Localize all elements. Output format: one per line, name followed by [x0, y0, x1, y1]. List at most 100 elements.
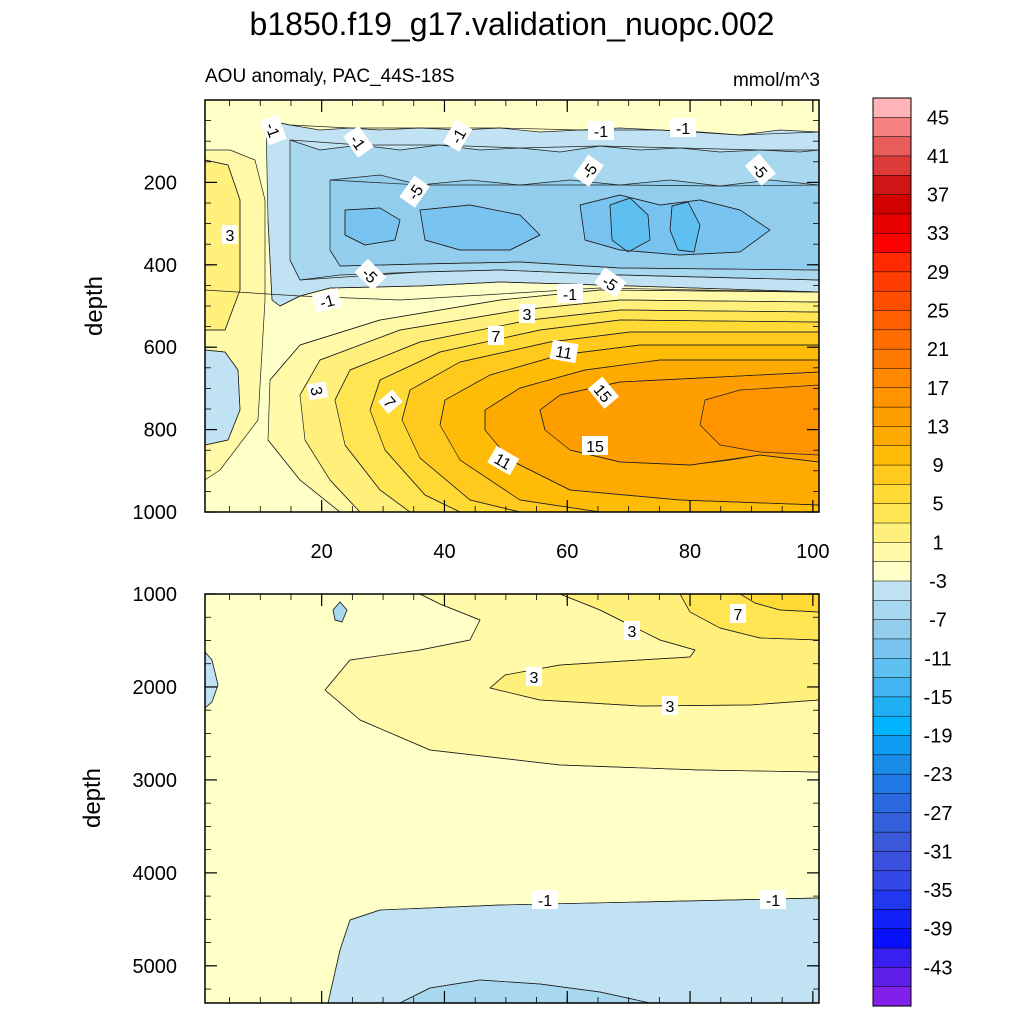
upper-contour-line: [419, 204, 541, 251]
contour-label: 3: [519, 304, 535, 324]
y-tick-label: 1000: [133, 584, 178, 606]
x-tick-label: 20: [311, 541, 333, 563]
colorbar-swatch: [872, 406, 912, 427]
contour-label-box: [587, 376, 620, 409]
contour-label-text: -1: [676, 121, 690, 138]
contour-label: 3: [306, 381, 329, 401]
colorbar-tick-label: 45: [927, 107, 949, 129]
upper-contour-line: [579, 194, 771, 256]
colorbar-swatch: [872, 329, 912, 350]
colorbar-swatch: [872, 812, 912, 833]
colorbar-swatch: [872, 368, 912, 389]
colorbar-swatch: [872, 580, 912, 601]
upper-contour-line: [329, 249, 819, 271]
upper-y-axis-label: depth: [81, 276, 108, 336]
y-tick-label: 800: [144, 420, 177, 442]
contour-label-box: [399, 175, 430, 208]
colorbar-tick-label: 17: [927, 378, 949, 400]
y-tick-label: 4000: [133, 863, 178, 885]
contour-label-text: 3: [523, 307, 532, 324]
upper-contour-line: [344, 444, 411, 512]
contour-label-text: 3: [226, 228, 235, 245]
colorbar-swatch: [872, 638, 912, 659]
lower-panel-frame: [204, 593, 820, 1004]
upper-contour-line: [344, 207, 401, 246]
chart-units-label: mmol/m^3: [733, 70, 820, 91]
contour-label: -1: [557, 284, 583, 304]
colorbar-swatch: [872, 348, 912, 370]
contour-label-text: -1: [766, 893, 780, 910]
lower-x-axis: [229, 594, 814, 1003]
contour-label-box: [573, 154, 604, 187]
upper-contour-line: [439, 344, 819, 426]
contour-label: 3: [624, 621, 640, 641]
contour-label: -1: [343, 125, 374, 158]
contour-label-box: [624, 621, 640, 640]
colorbar: 45 41 37 33 29 25 21 17 13 9 5 1 -3 -7 -11 -15 -19 -23 -27…: [872, 97, 953, 1007]
colorbar-tick-label: 21: [927, 339, 949, 361]
contour-label-text: 3: [628, 624, 637, 641]
colorbar-frame: [872, 97, 912, 1007]
contour-label-box: [519, 304, 535, 323]
contour-label: -1: [260, 114, 287, 146]
upper-contour-line: [384, 449, 461, 512]
colorbar-tick-label: -23: [924, 764, 953, 786]
lower-contour-line: [205, 651, 219, 709]
contour-label-box: [582, 436, 608, 455]
y-tick-label: 3000: [133, 770, 178, 792]
contour-label: -1: [532, 890, 558, 910]
colorbar-swatch: [872, 658, 912, 679]
colorbar-swatch: [872, 909, 912, 930]
contour-label-box: [760, 890, 786, 909]
contour-label-box: [670, 118, 696, 137]
upper-contour-line: [267, 439, 341, 512]
colorbar-swatch: [872, 503, 912, 524]
contour-label: -5: [744, 153, 777, 186]
contour-label-text: 3: [306, 385, 324, 397]
colorbar-swatch: [872, 735, 912, 756]
lower-contour-line: [679, 594, 819, 641]
contour-label-box: [557, 284, 583, 303]
colorbar-swatch: [872, 561, 912, 582]
chart-subtitle-left: AOU anomaly, PAC_44S-18S: [205, 66, 455, 87]
upper-contour-line: [205, 159, 241, 331]
colorbar-swatch: [872, 445, 912, 466]
colorbar-swatch: [872, 793, 912, 814]
colorbar-swatch: [872, 155, 912, 176]
upper-contour-line: [569, 449, 819, 466]
colorbar-tick-label: -3: [929, 571, 947, 593]
colorbar-swatch: [872, 889, 912, 910]
lower-y-axis: 1000 2000 3000 4000 5000: [133, 584, 819, 990]
contour-label-text: -1: [594, 124, 608, 141]
contour-label-text: 7: [492, 329, 501, 346]
upper-x-axis: 20 40 60 80 100: [229, 100, 830, 563]
contour-label-box: [662, 696, 678, 715]
colorbar-swatch: [872, 232, 912, 254]
chart-title: b1850.f19_g17.validation_nuopc.002: [250, 6, 775, 42]
contour-label: 11: [549, 339, 579, 363]
lower-contour-line: [324, 594, 819, 773]
upper-y-axis: 200 400 600 800 1000: [133, 99, 819, 524]
colorbar-tick-label: 1: [932, 532, 943, 554]
colorbar-tick-label: 41: [927, 146, 949, 168]
colorbar-swatch: [872, 464, 912, 485]
contour-label: -1: [760, 890, 786, 910]
upper-contour-line: [609, 197, 651, 253]
x-tick-label: 40: [433, 541, 455, 563]
upper-contour-line: [484, 359, 819, 430]
upper-contour-line: [401, 331, 819, 421]
contour-label-text: 11: [491, 451, 514, 474]
contour-label-text: 15: [586, 439, 604, 456]
contour-label-text: -1: [538, 893, 552, 910]
lower-contour-line: [399, 979, 651, 1003]
colorbar-swatch: [872, 194, 912, 215]
colorbar-swatch: [872, 136, 912, 157]
lower-contour-lines: [205, 594, 819, 1003]
contour-label: -5: [399, 175, 430, 208]
colorbar-swatch: [872, 619, 912, 640]
contour-label: 7: [488, 326, 504, 346]
contour-label: 3: [662, 696, 678, 716]
contour-label: -5: [594, 267, 627, 298]
lower-contour-labels: 7 3 3 3 -1 -1: [526, 604, 786, 910]
